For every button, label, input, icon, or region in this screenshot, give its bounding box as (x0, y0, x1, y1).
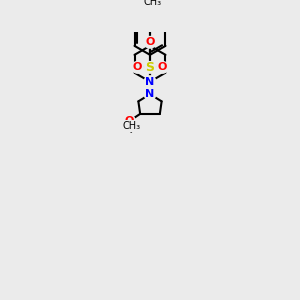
Circle shape (144, 37, 156, 48)
Text: O: O (145, 37, 155, 47)
Circle shape (144, 61, 156, 73)
Text: O: O (158, 62, 167, 72)
Text: N: N (146, 89, 154, 99)
Circle shape (144, 88, 156, 100)
Circle shape (124, 115, 135, 127)
Text: CH₃: CH₃ (122, 121, 140, 131)
Text: O: O (125, 116, 134, 126)
Text: N: N (146, 77, 154, 87)
Text: O: O (133, 62, 142, 72)
Circle shape (132, 61, 143, 73)
Circle shape (157, 61, 168, 73)
Text: CH₃: CH₃ (144, 0, 162, 7)
Text: S: S (146, 61, 154, 74)
Circle shape (144, 76, 156, 88)
